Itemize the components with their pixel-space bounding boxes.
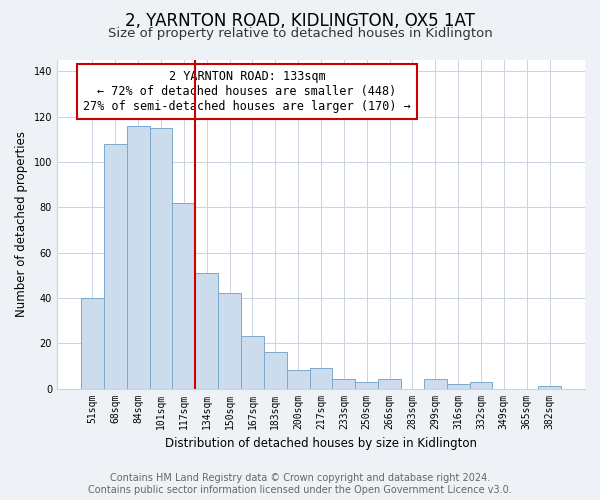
Bar — [81, 298, 104, 388]
Bar — [538, 386, 561, 388]
Bar — [470, 382, 493, 388]
Bar — [424, 380, 446, 388]
X-axis label: Distribution of detached houses by size in Kidlington: Distribution of detached houses by size … — [165, 437, 477, 450]
Bar — [332, 380, 355, 388]
Bar — [264, 352, 287, 388]
Bar — [287, 370, 310, 388]
Text: 2 YARNTON ROAD: 133sqm
← 72% of detached houses are smaller (448)
27% of semi-de: 2 YARNTON ROAD: 133sqm ← 72% of detached… — [83, 70, 411, 113]
Bar — [355, 382, 378, 388]
Bar — [218, 294, 241, 388]
Bar — [446, 384, 470, 388]
Text: 2, YARNTON ROAD, KIDLINGTON, OX5 1AT: 2, YARNTON ROAD, KIDLINGTON, OX5 1AT — [125, 12, 475, 30]
Bar — [127, 126, 149, 388]
Bar — [195, 273, 218, 388]
Bar — [241, 336, 264, 388]
Y-axis label: Number of detached properties: Number of detached properties — [15, 132, 28, 318]
Bar — [149, 128, 172, 388]
Text: Size of property relative to detached houses in Kidlington: Size of property relative to detached ho… — [107, 28, 493, 40]
Bar — [104, 144, 127, 388]
Bar — [310, 368, 332, 388]
Bar — [378, 380, 401, 388]
Bar — [172, 203, 195, 388]
Text: Contains HM Land Registry data © Crown copyright and database right 2024.
Contai: Contains HM Land Registry data © Crown c… — [88, 474, 512, 495]
